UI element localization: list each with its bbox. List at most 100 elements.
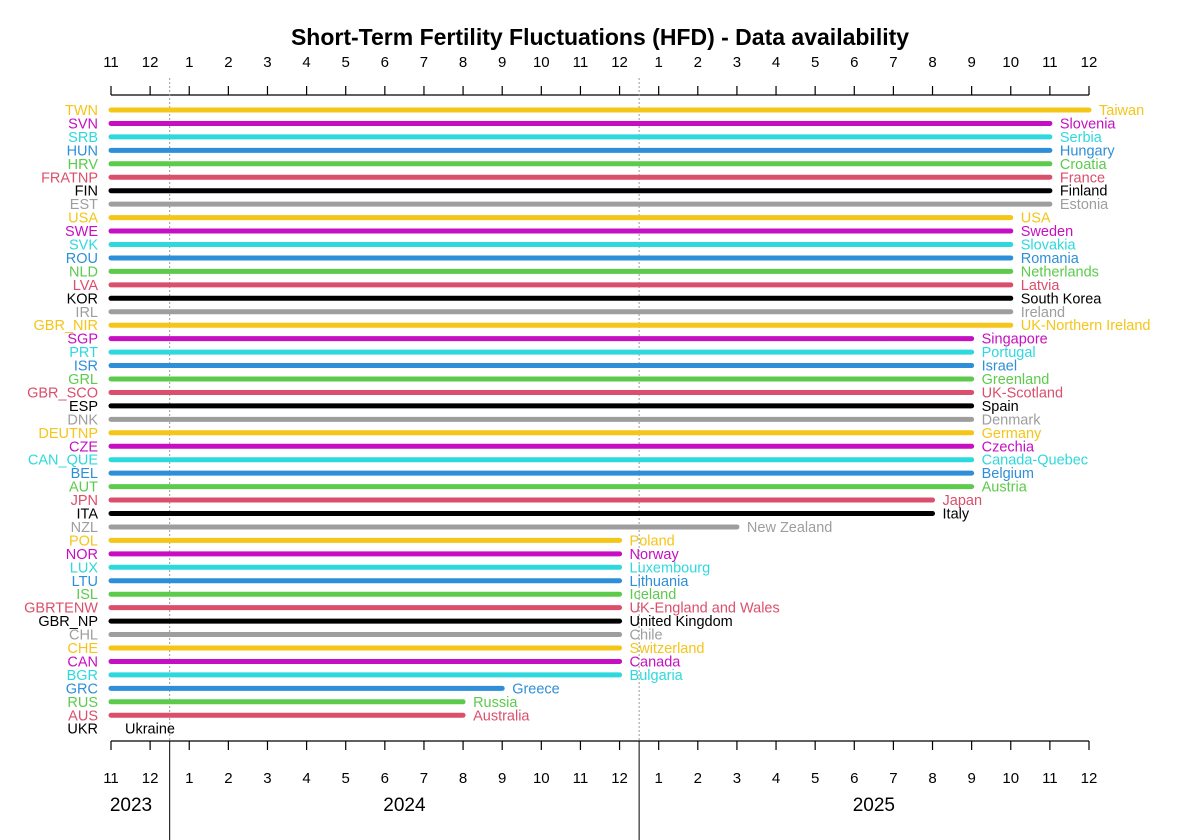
bottom-tick-label: 10: [1002, 770, 1019, 787]
series-row: DNK Denmark: [67, 412, 1041, 428]
bottom-tick-label: 6: [381, 770, 389, 787]
series-row: UKR Ukraine: [67, 722, 175, 738]
series-name-label: Czechia: [982, 439, 1035, 455]
chart-title: Short-Term Fertility Fluctuations (HFD) …: [291, 24, 909, 50]
top-tick-label: 4: [772, 54, 780, 71]
bottom-tick-label: 10: [533, 770, 550, 787]
axes: 1111121211223344556677889910101111121211…: [103, 54, 1097, 840]
top-tick-label: 3: [263, 54, 271, 71]
series-name-label: South Korea: [1021, 291, 1103, 307]
top-tick-label: 10: [533, 54, 550, 71]
series-name-label: Italy: [943, 507, 970, 523]
bottom-tick-label: 11: [103, 770, 119, 787]
top-tick-label: 8: [459, 54, 467, 71]
series-code-label: CAN: [67, 654, 98, 670]
bottom-tick-label: 5: [342, 770, 350, 787]
bottom-tick-label: 2: [694, 770, 702, 787]
bottom-tick-label: 9: [967, 770, 975, 787]
series-row: LTU Lithuania: [72, 574, 690, 590]
series-row: DEUTNP Germany: [38, 426, 1042, 442]
bottom-tick-label: 3: [733, 770, 741, 787]
bottom-tick-label: 5: [811, 770, 819, 787]
bottom-tick-label: 3: [263, 770, 271, 787]
top-tick-label: 8: [928, 54, 936, 71]
series-row: BGR Bulgaria: [67, 668, 684, 684]
top-tick-label: 6: [850, 54, 858, 71]
top-tick-label: 2: [694, 54, 702, 71]
bottom-tick-label: 1: [655, 770, 663, 787]
series-row: KOR South Korea: [67, 291, 1103, 307]
series-code-label: LVA: [73, 278, 99, 294]
top-tick-label: 12: [611, 54, 628, 71]
series-name-label: Romania: [1021, 251, 1080, 267]
top-tick-label: 2: [224, 54, 232, 71]
series-row: FRATNP France: [41, 170, 1105, 186]
series-row: RUS Russia: [67, 695, 518, 711]
series-row: IRL Ireland: [75, 305, 1065, 321]
series-name-label: Austria: [982, 480, 1028, 496]
series-row: GRL Greenland: [68, 372, 1049, 388]
series-code-label: LTU: [72, 574, 98, 590]
series-code-label: AUS: [68, 708, 98, 724]
series-row: GBR_SCO UK-Scotland: [27, 385, 1063, 401]
series-name-label: Denmark: [982, 412, 1042, 428]
series-code-label: ESP: [69, 399, 98, 415]
series-name-label: Netherlands: [1021, 264, 1099, 280]
series-code-label: CAN_QUE: [28, 453, 98, 469]
series-name-label: Japan: [943, 493, 983, 509]
series-name-label: Norway: [630, 547, 680, 563]
series-name-label: Croatia: [1060, 157, 1108, 173]
series-row: LVA Latvia: [73, 278, 1061, 294]
series-name-label: Sweden: [1021, 224, 1073, 240]
series-name-label: Poland: [630, 533, 675, 549]
series-code-label: SRB: [68, 130, 98, 146]
series-name-label: Slovakia: [1021, 238, 1077, 254]
series-code-label: RUS: [67, 695, 98, 711]
series-row: ISR Israel: [74, 359, 1017, 375]
series-name-label: UK-England and Wales: [630, 601, 780, 617]
series-row: SVN Slovenia: [68, 116, 1116, 132]
series-row: SWE Sweden: [65, 224, 1073, 240]
series-code-label: IRL: [75, 305, 98, 321]
series-code-label: GBRTENW: [24, 601, 98, 617]
bottom-tick-label: 4: [772, 770, 780, 787]
series-row: CAN Canada: [67, 654, 681, 670]
bottom-tick-label: 7: [889, 770, 897, 787]
series-name-label: UK-Scotland: [982, 385, 1063, 401]
series-row: ISL Iceland: [76, 587, 676, 603]
series-code-label: ISR: [74, 359, 98, 375]
bottom-tick-label: 6: [850, 770, 858, 787]
series-code-label: LUX: [70, 560, 99, 576]
series-code-label: CZE: [69, 439, 98, 455]
series-code-label: DNK: [67, 412, 98, 428]
series-name-label: Lithuania: [630, 574, 690, 590]
bottom-tick-label: 12: [142, 770, 159, 787]
series-name-label: Greenland: [982, 372, 1050, 388]
series-code-label: NLD: [69, 264, 98, 280]
series-row: POL Poland: [69, 533, 675, 549]
top-tick-label: 1: [185, 54, 193, 71]
series-code-label: SVN: [68, 116, 98, 132]
top-tick-label: 10: [1002, 54, 1019, 71]
series-name-label: Slovenia: [1060, 116, 1117, 132]
series-name-label: Russia: [473, 695, 518, 711]
series-row: EST Estonia: [70, 197, 1109, 213]
year-label: 2024: [383, 795, 426, 816]
top-tick-label: 9: [967, 54, 975, 71]
series-code-label: GBR_NP: [38, 614, 98, 630]
top-tick-label: 9: [498, 54, 506, 71]
series-code-label: KOR: [67, 291, 98, 307]
top-tick-label: 7: [889, 54, 897, 71]
bottom-tick-label: 8: [928, 770, 936, 787]
series-row: ITA Italy: [77, 507, 970, 523]
series-code-label: FIN: [75, 184, 98, 200]
series-row: GBR_NIR UK-Northern Ireland: [34, 318, 1151, 334]
series-row: NOR Norway: [66, 547, 680, 563]
series-name-label: Ukraine: [125, 722, 175, 738]
series-name-label: Hungary: [1060, 143, 1116, 159]
series-row: USA USA: [68, 211, 1051, 227]
series-name-label: Finland: [1060, 184, 1108, 200]
series-name-label: Switzerland: [630, 641, 705, 657]
series-row: TWN Taiwan: [65, 103, 1144, 119]
